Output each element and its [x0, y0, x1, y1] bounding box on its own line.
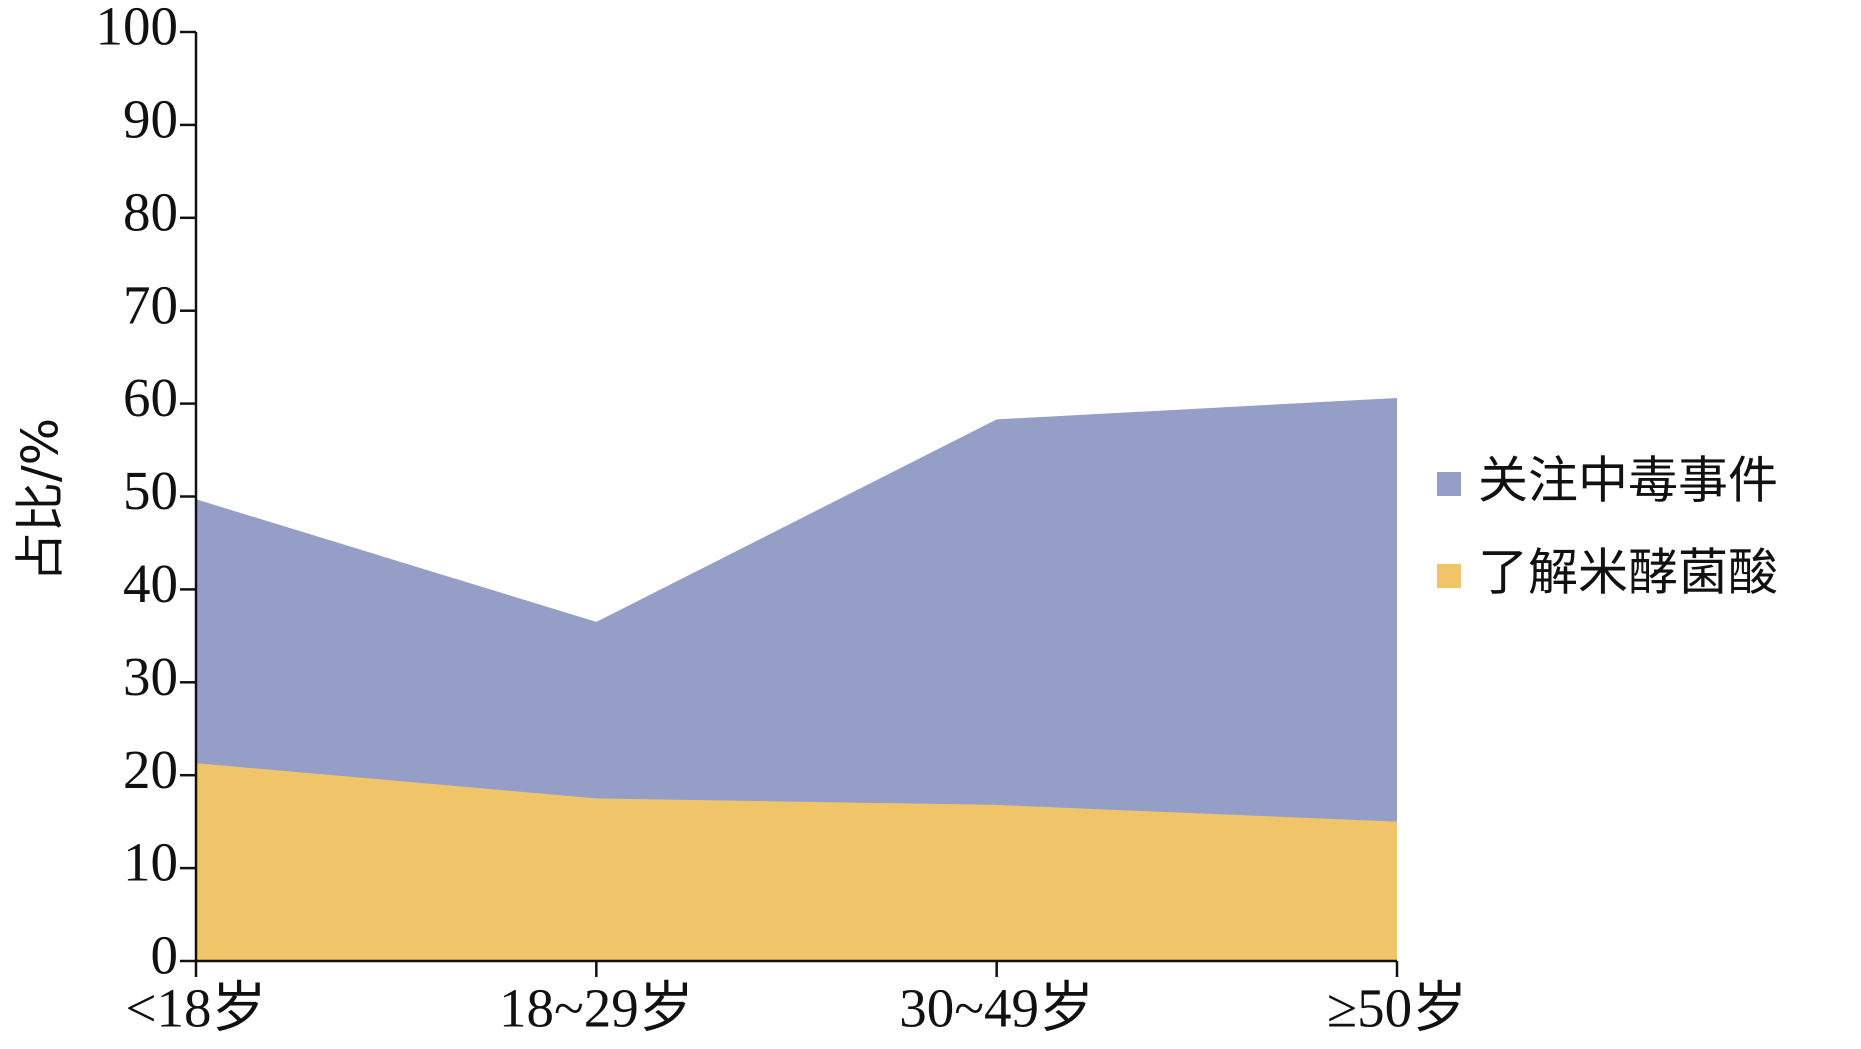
y-tick-label: 80 [123, 181, 178, 242]
y-tick-label: 10 [123, 832, 178, 893]
y-tick-label: 90 [123, 89, 178, 150]
legend-swatch [1437, 472, 1461, 496]
y-tick-label: 70 [123, 274, 178, 335]
y-tick-label: 60 [123, 367, 178, 428]
y-tick-label: 100 [96, 0, 179, 57]
x-tick-label: ≥50岁 [1327, 978, 1467, 1039]
y-axis-label: 占比/% [12, 418, 70, 582]
y-tick-label: 30 [123, 646, 178, 707]
legend-swatch [1437, 564, 1461, 588]
x-tick-label: <18岁 [125, 978, 266, 1039]
y-tick-label: 0 [151, 925, 179, 986]
x-tick-label: 30~49岁 [899, 978, 1094, 1039]
legend-label: 了解米酵菌酸 [1478, 544, 1778, 602]
y-tick-label: 50 [123, 460, 178, 521]
y-tick-label: 40 [123, 553, 178, 614]
y-tick-label: 20 [123, 739, 178, 800]
legend-label: 关注中毒事件 [1478, 452, 1778, 510]
x-tick-label: 18~29岁 [499, 978, 694, 1039]
area [196, 763, 1397, 961]
